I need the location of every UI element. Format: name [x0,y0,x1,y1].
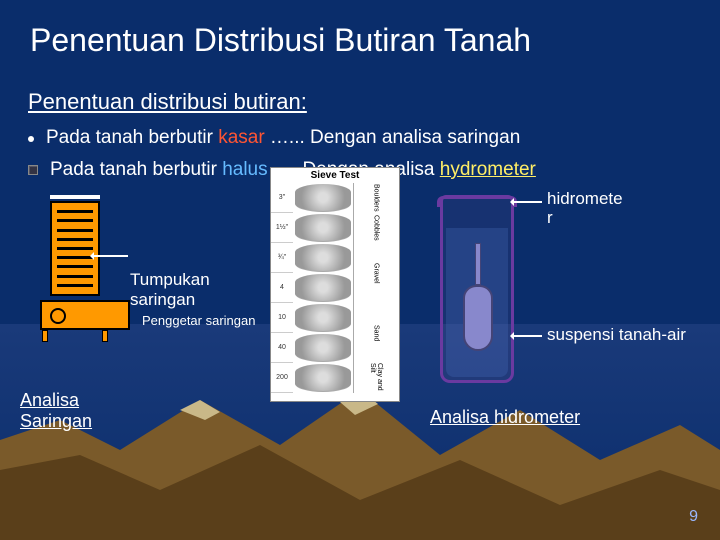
hydrometer-diagram [440,195,516,385]
sieve-chart-title: Sieve Test [271,168,399,183]
bullet-1-pre: Pada tanah berbutir [46,127,218,148]
sieve-size-label: 3" [271,183,293,213]
sieve-mesh-icon [295,214,351,242]
bullet-2-pre: Pada tanah berbutir [50,159,222,180]
sieve-category-label: Boulders [353,183,398,213]
label-tumpukan: Tumpukan saringan [130,270,240,310]
bullet-2-colored: halus [222,159,267,180]
sieve-size-label: ¾" [271,243,293,273]
sieve-size-label: 200 [271,363,293,393]
sieve-category-label: Gravel [353,243,398,303]
label-suspensi: suspensi tanah-air [547,325,686,345]
sieve-test-chart: Sieve Test 3"1½"¾"41040200 BouldersCobbl… [270,167,400,402]
sieve-size-label: 1½" [271,213,293,243]
bullet-1-post: …... Dengan analisa saringan [265,127,521,148]
sieve-mesh-icon [295,364,351,392]
sieve-mesh-icon [295,334,351,362]
sieve-category-label: Clay and Silt [353,363,398,393]
sieve-category-label: Sand [353,303,398,363]
bullet-1: Pada tanah berbutir kasar …... Dengan an… [0,121,720,153]
label-analisa-hidrometer: Analisa hidrometer [430,407,580,428]
sieve-category-label: Cobbles [353,213,398,243]
sieve-mesh-icon [295,274,351,302]
hydro-arrow-2-icon [512,335,542,337]
label-analisa-saringan: AnalisaSaringan [20,390,92,432]
sieve-mesh-icon [295,304,351,332]
sieve-stack-diagram [40,195,110,342]
sieve-mesh-icon [295,184,351,212]
bullet-2-link: hydrometer [440,159,536,180]
sieve-size-label: 4 [271,273,293,303]
label-hidrometer: hidrometer [547,190,623,227]
sieve-arrow-icon [92,255,128,257]
label-penggetar: Penggetar saringan [142,313,255,328]
hydro-arrow-1-icon [512,201,542,203]
slide-title: Penentuan Distribusi Butiran Tanah [0,0,720,71]
sieve-size-label: 10 [271,303,293,333]
bullet-dot-icon [28,136,34,142]
bullet-1-colored: kasar [218,127,264,148]
sieve-mesh-icon [295,244,351,272]
diagram-area: Tumpukan saringan Penggetar saringan Ana… [0,185,720,485]
bullet-box-icon [28,165,38,175]
page-number: 9 [689,508,698,526]
sieve-size-label: 40 [271,333,293,363]
subtitle: Penentuan distribusi butiran: [0,71,720,121]
